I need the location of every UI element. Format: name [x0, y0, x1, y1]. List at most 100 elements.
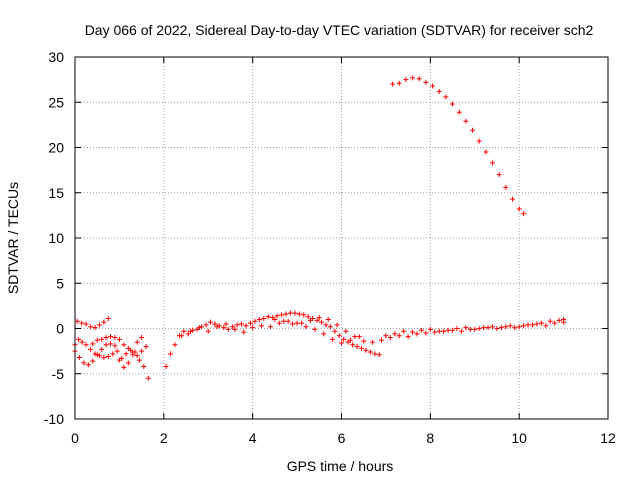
- x-tick-label: 12: [600, 430, 616, 446]
- data-point-marker: [187, 328, 193, 334]
- y-tick-label: 10: [48, 230, 64, 246]
- data-point-marker: [214, 324, 220, 330]
- data-point-marker: [143, 344, 149, 350]
- data-point-marker: [196, 325, 202, 331]
- series-track-10: [390, 75, 527, 217]
- data-point-marker: [436, 328, 442, 334]
- data-point-marker: [83, 342, 89, 348]
- data-point-marker: [221, 325, 227, 331]
- data-point-marker: [172, 342, 178, 348]
- data-point-marker: [76, 336, 82, 342]
- data-point-marker: [330, 336, 336, 342]
- x-tick-label: 0: [71, 430, 79, 446]
- y-axis-label: SDTVAR / TECUs: [5, 182, 21, 294]
- data-point-marker: [485, 325, 491, 331]
- data-point-marker: [105, 354, 111, 360]
- y-tick-label: 15: [48, 185, 64, 201]
- data-point-marker: [552, 320, 558, 326]
- data-point-marker: [392, 331, 398, 337]
- data-point-marker: [410, 75, 416, 81]
- data-point-marker: [139, 348, 145, 354]
- data-point-marker: [347, 337, 353, 343]
- data-point-marker: [454, 326, 460, 331]
- series-track-9: [383, 319, 567, 339]
- data-point-marker: [323, 322, 329, 328]
- data-point-marker: [470, 127, 476, 133]
- data-point-marker: [239, 321, 245, 327]
- data-point-marker: [103, 342, 109, 348]
- data-point-marker: [199, 324, 205, 330]
- data-point-marker: [418, 327, 424, 333]
- data-point-marker: [463, 325, 469, 331]
- data-point-marker: [116, 336, 122, 342]
- data-point-marker: [343, 328, 349, 334]
- data-point-marker: [525, 322, 531, 328]
- data-point-marker: [112, 335, 118, 341]
- data-point-marker: [396, 333, 402, 339]
- data-point-marker: [341, 336, 347, 342]
- data-point-marker: [274, 313, 280, 319]
- data-point-marker: [287, 310, 293, 316]
- data-point-marker: [423, 79, 429, 85]
- data-point-marker: [430, 83, 436, 89]
- x-tick-label: 4: [249, 430, 257, 446]
- series-track-7: [272, 315, 367, 344]
- data-point-marker: [130, 349, 136, 355]
- data-point-marker: [108, 334, 114, 340]
- data-point-marker: [225, 326, 231, 332]
- data-point-marker: [332, 328, 338, 334]
- data-point-marker: [281, 318, 287, 324]
- data-point-marker: [387, 335, 393, 341]
- data-point-marker: [354, 344, 360, 350]
- data-point-marker: [290, 321, 296, 327]
- data-point-marker: [529, 322, 535, 328]
- data-point-marker: [92, 325, 98, 331]
- data-point-marker: [339, 340, 344, 346]
- data-point-marker: [314, 317, 320, 323]
- data-point-marker: [510, 196, 516, 202]
- series-track-5: [163, 310, 382, 370]
- data-point-marker: [498, 325, 504, 331]
- y-tick-label: -10: [44, 411, 64, 427]
- data-point-marker: [279, 312, 285, 318]
- data-point-marker: [443, 94, 449, 100]
- data-point-marker: [103, 335, 109, 341]
- data-point-marker: [212, 321, 218, 327]
- series-track-6: [179, 318, 362, 346]
- data-point-marker: [123, 351, 129, 357]
- data-point-marker: [534, 321, 540, 327]
- data-point-marker: [167, 351, 173, 357]
- data-point-marker: [250, 325, 256, 331]
- data-point-marker: [521, 211, 527, 217]
- x-tick-label: 10: [511, 430, 527, 446]
- data-point-marker: [490, 160, 496, 166]
- data-point-marker: [376, 352, 382, 358]
- data-point-marker: [483, 149, 489, 155]
- x-axis-label: GPS time / hours: [287, 458, 394, 474]
- data-point-marker: [203, 322, 209, 328]
- data-point-marker: [436, 88, 442, 94]
- data-point-marker: [179, 333, 185, 339]
- data-point-marker: [243, 323, 249, 329]
- x-tick-label: 6: [338, 430, 346, 446]
- data-point-marker: [88, 324, 94, 330]
- data-point-marker: [163, 364, 169, 370]
- y-tick-label: 25: [48, 94, 64, 110]
- data-point-marker: [283, 311, 289, 317]
- data-point-marker: [85, 362, 91, 368]
- data-point-marker: [105, 316, 111, 322]
- data-point-marker: [205, 328, 211, 334]
- chart-title: Day 066 of 2022, Sidereal Day-to-day VTE…: [85, 22, 594, 38]
- data-point-marker: [356, 334, 362, 340]
- data-point-marker: [416, 76, 422, 82]
- data-point-marker: [101, 354, 107, 360]
- data-point-marker: [256, 316, 262, 322]
- data-point-marker: [294, 320, 300, 326]
- data-point-marker: [252, 318, 258, 324]
- data-point-marker: [79, 339, 85, 345]
- data-point-marker: [296, 311, 302, 317]
- grid: [75, 57, 608, 419]
- data-point-marker: [363, 347, 369, 353]
- data-point-marker: [301, 312, 307, 318]
